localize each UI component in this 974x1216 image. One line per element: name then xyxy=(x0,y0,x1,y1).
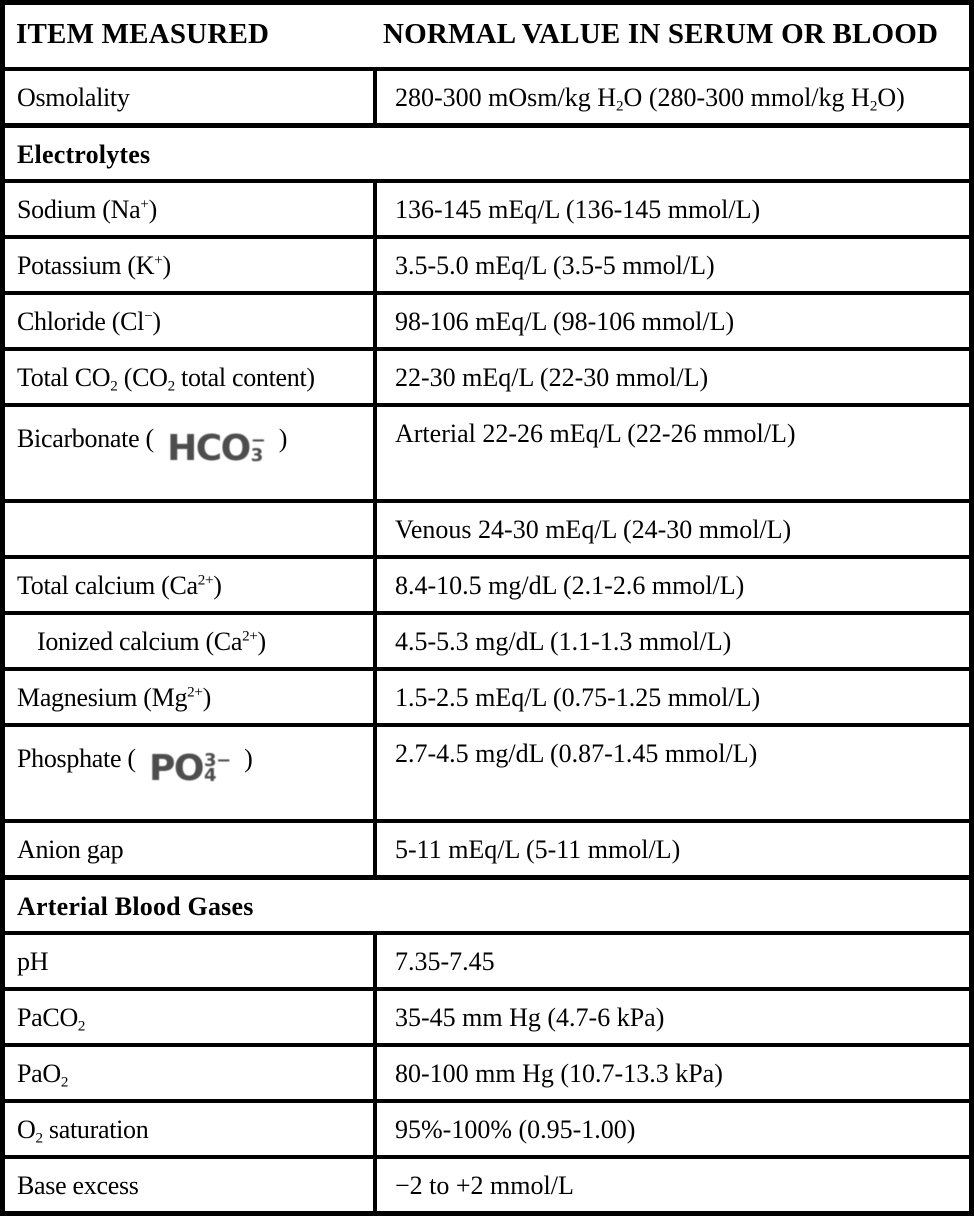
table-row: Base excess −2 to +2 mmol/L xyxy=(5,1155,969,1211)
item-cell: Base excess xyxy=(5,1159,377,1211)
item-cell: Anion gap xyxy=(5,823,377,875)
table-row: Total CO2 (CO2 total content) 22-30 mEq/… xyxy=(5,347,969,403)
value-cell: 8.4-10.5 mg/dL (2.1-2.6 mmol/L) xyxy=(395,571,745,600)
item-cell: Magnesium (Mg2+) xyxy=(5,671,377,723)
section-row: Arterial Blood Gases xyxy=(5,875,969,931)
value-cell: 136-145 mEq/L (136-145 mmol/L) xyxy=(395,195,761,224)
value-cell: 280-300 mOsm/kg H2O (280-300 mmol/kg H2O… xyxy=(395,83,905,115)
column-header-value: NORMAL VALUE IN SERUM OR BLOOD xyxy=(383,18,939,50)
table-row: Venous 24-30 mEq/L (24-30 mmol/L) xyxy=(5,499,969,555)
section-label: Electrolytes xyxy=(17,140,151,169)
table-row: O2 saturation 95%-100% (0.95-1.00) xyxy=(5,1099,969,1155)
section-row: Electrolytes xyxy=(5,123,969,179)
table-row: Bicarbonate ( HCO −3 ) Arterial 22-26 mEq… xyxy=(5,403,969,499)
section-label: Arterial Blood Gases xyxy=(17,892,254,921)
value-cell: 22-30 mEq/L (22-30 mmol/L) xyxy=(395,363,709,392)
table-row: Ionized calcium (Ca2+) 4.5-5.3 mg/dL (1.… xyxy=(5,611,969,667)
item-cell xyxy=(5,503,377,555)
value-cell: 98-106 mEq/L (98-106 mmol/L) xyxy=(395,307,735,336)
table-row: Potassium (K+) 3.5-5.0 mEq/L (3.5-5 mmol… xyxy=(5,235,969,291)
value-cell: −2 to +2 mmol/L xyxy=(395,1171,574,1200)
hco3-formula-image: HCO −3 xyxy=(167,428,266,469)
item-cell: Phosphate ( PO 3− 4 ) xyxy=(5,727,377,819)
table-row: Magnesium (Mg2+) 1.5-2.5 mEq/L (0.75-1.2… xyxy=(5,667,969,723)
item-cell: Chloride (Cl−) xyxy=(5,295,377,347)
item-cell: Total CO2 (CO2 total content) xyxy=(5,351,377,403)
item-cell: Potassium (K+) xyxy=(5,239,377,291)
value-cell: 1.5-2.5 mEq/L (0.75-1.25 mmol/L) xyxy=(395,683,761,712)
po4-formula-image: PO 3− 4 xyxy=(148,748,231,789)
item-cell: PaCO2 xyxy=(5,991,377,1043)
value-cell: 2.7-4.5 mg/dL (0.87-1.45 mmol/L) xyxy=(395,739,758,768)
value-cell: 4.5-5.3 mg/dL (1.1-1.3 mmol/L) xyxy=(395,627,732,656)
item-cell: Total calcium (Ca2+) xyxy=(5,559,377,611)
table-row: Sodium (Na+) 136-145 mEq/L (136-145 mmol… xyxy=(5,179,969,235)
item-cell: PaO2 xyxy=(5,1047,377,1099)
table-row: Anion gap 5-11 mEq/L (5-11 mmol/L) xyxy=(5,819,969,875)
item-cell: Osmolality xyxy=(5,71,377,123)
table-row: PaO2 80-100 mm Hg (10.7-13.3 kPa) xyxy=(5,1043,969,1099)
item-cell: Bicarbonate ( HCO −3 ) xyxy=(5,407,377,499)
table-row: Phosphate ( PO 3− 4 ) 2.7-4.5 mg/dL (0.87-… xyxy=(5,723,969,819)
value-cell: 35-45 mm Hg (4.7-6 kPa) xyxy=(395,1003,665,1032)
table-row: Total calcium (Ca2+) 8.4-10.5 mg/dL (2.1… xyxy=(5,555,969,611)
item-cell: Sodium (Na+) xyxy=(5,183,377,235)
header-row: ITEM MEASURED NORMAL VALUE IN SERUM OR B… xyxy=(5,5,969,67)
value-cell: 7.35-7.45 xyxy=(395,947,495,976)
table-row: Chloride (Cl−) 98-106 mEq/L (98-106 mmol… xyxy=(5,291,969,347)
value-cell: 3.5-5.0 mEq/L (3.5-5 mmol/L) xyxy=(395,251,715,280)
column-header-item: ITEM MEASURED xyxy=(16,18,270,50)
value-cell: 95%-100% (0.95-1.00) xyxy=(395,1115,636,1144)
value-cell: 80-100 mm Hg (10.7-13.3 kPa) xyxy=(395,1059,723,1088)
item-cell: Ionized calcium (Ca2+) xyxy=(5,615,377,667)
table-row: PaCO2 35-45 mm Hg (4.7-6 kPa) xyxy=(5,987,969,1043)
table-row: Osmolality 280-300 mOsm/kg H2O (280-300 … xyxy=(5,67,969,123)
value-cell: Venous 24-30 mEq/L (24-30 mmol/L) xyxy=(395,515,792,544)
item-cell: pH xyxy=(5,935,377,987)
item-cell: O2 saturation xyxy=(5,1103,377,1155)
table-row: pH 7.35-7.45 xyxy=(5,931,969,987)
value-cell: Arterial 22-26 mEq/L (22-26 mmol/L) xyxy=(395,419,796,448)
value-cell: 5-11 mEq/L (5-11 mmol/L) xyxy=(395,835,681,864)
